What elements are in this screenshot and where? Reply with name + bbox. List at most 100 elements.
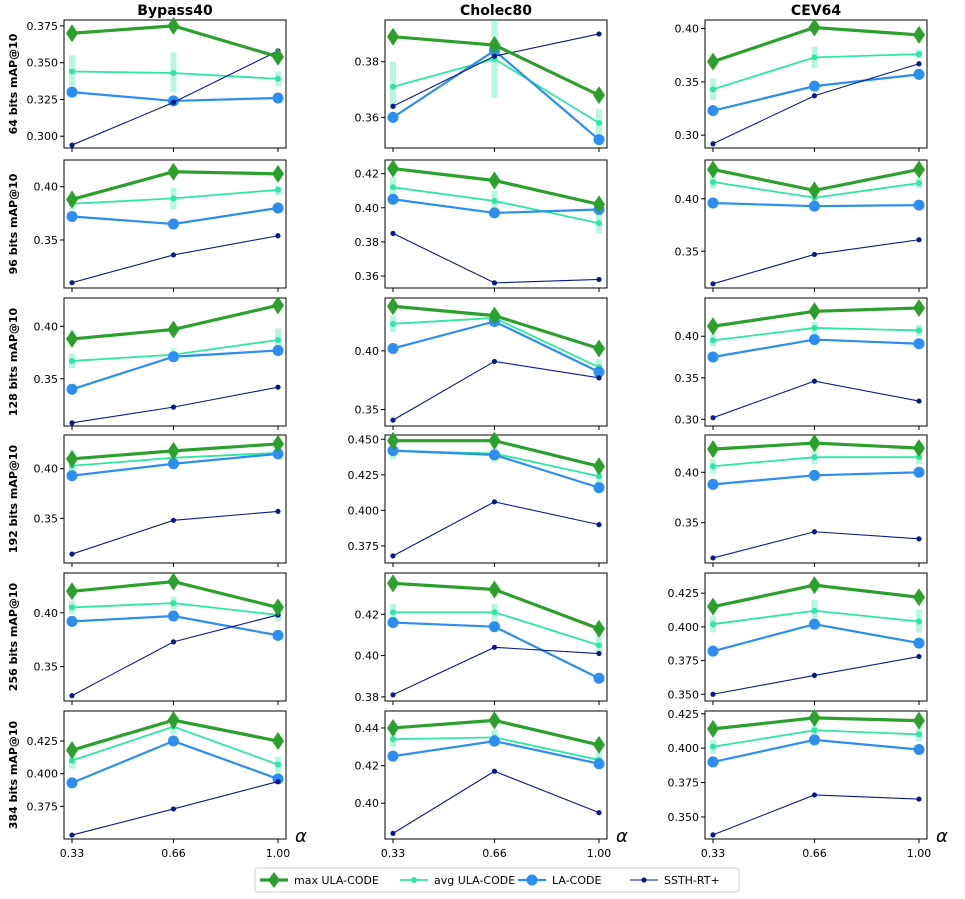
avg-point-r4c2-0 — [710, 621, 716, 628]
ytick-label-r5c0-2: 0.425 — [27, 735, 59, 748]
ssth-point-r0c0-0 — [69, 142, 75, 148]
la-point-r3c1-0 — [387, 445, 399, 457]
la-point-r2c1-0 — [387, 342, 399, 354]
ssth-point-r5c2-2 — [916, 796, 922, 802]
ytick-label-r0c2-1: 0.35 — [675, 76, 700, 89]
max-point-r3c0-0 — [66, 449, 78, 468]
max-point-r2c2-2 — [913, 298, 925, 317]
xtick-label-r5c1-0: 0.33 — [381, 847, 406, 860]
la-point-r0c2-1 — [808, 80, 820, 92]
ssth-point-r1c2-0 — [710, 281, 716, 287]
la-point-r5c0-1 — [167, 735, 179, 747]
avg-point-r2c0-2 — [275, 336, 281, 343]
avg-point-r4c2-2 — [916, 618, 922, 625]
max-point-r0c1-2 — [593, 86, 605, 105]
ytick-label-r0c2-0: 0.30 — [675, 129, 700, 142]
ssth-point-r1c0-0 — [69, 280, 75, 286]
la-point-r4c0-0 — [66, 615, 78, 627]
ssth-point-r2c1-2 — [596, 375, 602, 381]
ytick-label-r3c0-0: 0.35 — [34, 512, 59, 525]
column-title-1: Cholec80 — [460, 3, 532, 19]
max-point-r5c2-1 — [808, 708, 821, 727]
ssth-point-r3c2-2 — [916, 536, 922, 542]
la-point-r4c0-1 — [167, 610, 179, 622]
ssth-point-r1c2-2 — [916, 237, 922, 243]
ssth-line-r2c0 — [71, 386, 279, 424]
ytick-label-r4c2-0: 0.350 — [668, 688, 700, 701]
la-point-r0c2-0 — [707, 105, 719, 117]
la-point-r3c2-1 — [808, 469, 820, 481]
avg-point-r0c1-2 — [596, 119, 602, 126]
la-point-r5c1-2 — [593, 758, 605, 770]
la-point-r2c0-0 — [66, 383, 78, 395]
panel-frame-r1c2 — [704, 159, 928, 289]
ssth-point-r3c0-1 — [170, 517, 177, 523]
max-point-r4c0-0 — [66, 582, 78, 601]
panel-frame-r2c2 — [704, 297, 928, 427]
la-point-r3c1-1 — [488, 449, 500, 461]
max-point-r4c2-2 — [913, 588, 925, 607]
ytick-label-r1c1-1: 0.38 — [355, 236, 380, 249]
la-point-r5c2-1 — [808, 734, 820, 746]
ytick-label-r5c1-1: 0.42 — [355, 760, 380, 773]
la-line-r5c0 — [71, 739, 279, 784]
avg-point-r3c2-1 — [811, 454, 818, 461]
la-point-r4c2-0 — [707, 645, 719, 657]
ssth-point-r5c0-0 — [69, 832, 75, 838]
avg-point-r0c1-0 — [390, 83, 396, 90]
max-point-r2c0-0 — [66, 329, 78, 348]
ytick-label-r4c2-3: 0.425 — [668, 587, 700, 600]
alpha-symbol-1: α — [616, 826, 628, 847]
la-point-r2c0-2 — [272, 344, 284, 356]
ssth-point-r2c0-2 — [275, 384, 281, 390]
max-point-r2c0-1 — [167, 320, 180, 339]
ytick-label-r3c2-0: 0.35 — [675, 517, 700, 530]
ssth-line-r2c1 — [392, 360, 600, 421]
xtick-label-r5c1-2: 1.00 — [587, 847, 612, 860]
max-point-r3c0-2 — [272, 434, 284, 453]
avg-point-r2c0-0 — [69, 357, 75, 364]
panel-frame-r0c1 — [384, 19, 608, 149]
alpha-symbol-2: α — [936, 826, 948, 847]
ssth-point-r2c2-0 — [710, 415, 716, 421]
max-point-r1c0-2 — [272, 164, 284, 183]
avg-point-r0c0-0 — [69, 68, 75, 75]
avg-point-r4c1-1 — [491, 609, 498, 616]
ssth-line-r1c0 — [71, 235, 279, 284]
panel-frame-r3c2 — [704, 434, 928, 564]
panel-frame-r5c1 — [384, 710, 608, 840]
legend-label-2: LA-CODE — [552, 874, 601, 887]
avg-point-r3c1-2 — [596, 473, 602, 480]
ssth-line-r2c2 — [712, 380, 920, 419]
max-point-r2c2-1 — [808, 302, 821, 321]
max-point-r5c0-2 — [272, 732, 284, 751]
ytick-label-r4c1-0: 0.38 — [355, 691, 380, 704]
ytick-label-r1c2-0: 0.35 — [675, 245, 700, 258]
ytick-label-r4c1-1: 0.40 — [355, 650, 380, 663]
max-point-r1c0-0 — [66, 190, 78, 209]
avg-point-r5c2-0 — [710, 743, 716, 750]
la-point-r5c0-2 — [272, 773, 284, 785]
ssth-point-r2c2-2 — [916, 398, 922, 404]
la-point-r2c1-2 — [593, 366, 605, 378]
ssth-point-r1c1-1 — [491, 280, 498, 286]
ssth-point-r2c0-1 — [170, 404, 177, 410]
avg-point-r4c0-0 — [69, 604, 75, 611]
la-point-r5c2-2 — [913, 744, 925, 756]
ssth-point-r0c0-1 — [170, 99, 177, 105]
max-point-r0c0-0 — [66, 24, 78, 43]
la-point-r3c2-0 — [707, 478, 719, 490]
la-point-r3c0-2 — [272, 448, 284, 460]
max-point-r3c2-2 — [913, 439, 925, 458]
ssth-point-r3c1-0 — [390, 553, 396, 559]
max-point-r3c0-1 — [167, 441, 180, 460]
ssth-point-r2c1-0 — [390, 417, 396, 423]
ssth-point-r0c2-1 — [811, 93, 818, 99]
row-label-1: 96 bits mAP@10 — [7, 173, 20, 274]
xtick-label-r5c2-2: 1.00 — [907, 847, 932, 860]
panel-frame-r4c1 — [384, 572, 608, 702]
ssth-line-r3c2 — [712, 531, 920, 559]
max-point-r4c1-2 — [593, 619, 605, 638]
column-title-0: Bypass40 — [137, 3, 213, 19]
avg-point-r5c0-2 — [275, 761, 281, 768]
